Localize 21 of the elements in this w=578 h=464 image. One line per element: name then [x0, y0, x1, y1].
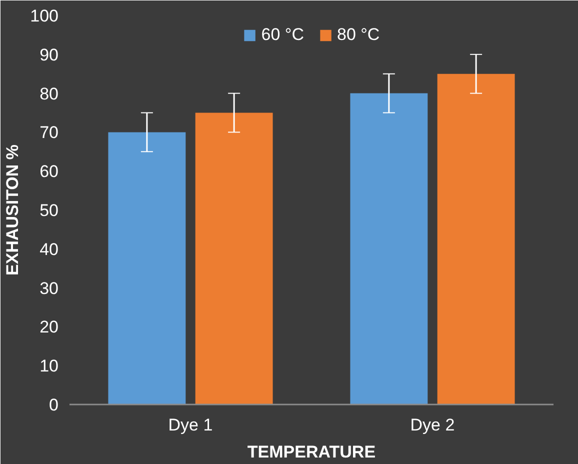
- y-axis-title: EXHAUSITON %: [3, 144, 22, 276]
- bar: [108, 132, 186, 404]
- x-tick-label: Dye 1: [168, 416, 213, 434]
- y-tick-label: 70: [40, 123, 59, 142]
- y-tick-label: 60: [40, 162, 59, 182]
- bar: [437, 74, 515, 404]
- y-tick-label: 100: [30, 6, 59, 26]
- legend-label: 80 °C: [337, 25, 380, 45]
- y-tick-label: 50: [40, 201, 59, 220]
- bar: [195, 112, 273, 404]
- y-tick-label: 20: [40, 318, 59, 337]
- y-tick-label: 80: [40, 84, 59, 104]
- x-tick-label: Dye 2: [410, 416, 455, 434]
- y-tick-label: 40: [40, 240, 59, 259]
- y-tick-label: 10: [40, 356, 59, 376]
- legend-label: 60 °C: [261, 25, 304, 45]
- bar: [350, 93, 428, 404]
- y-tick-label: 0: [49, 396, 59, 414]
- y-tick-label: 30: [40, 278, 59, 298]
- y-tick-label: 90: [40, 45, 59, 64]
- x-axis-title: TEMPERATURE: [247, 442, 376, 462]
